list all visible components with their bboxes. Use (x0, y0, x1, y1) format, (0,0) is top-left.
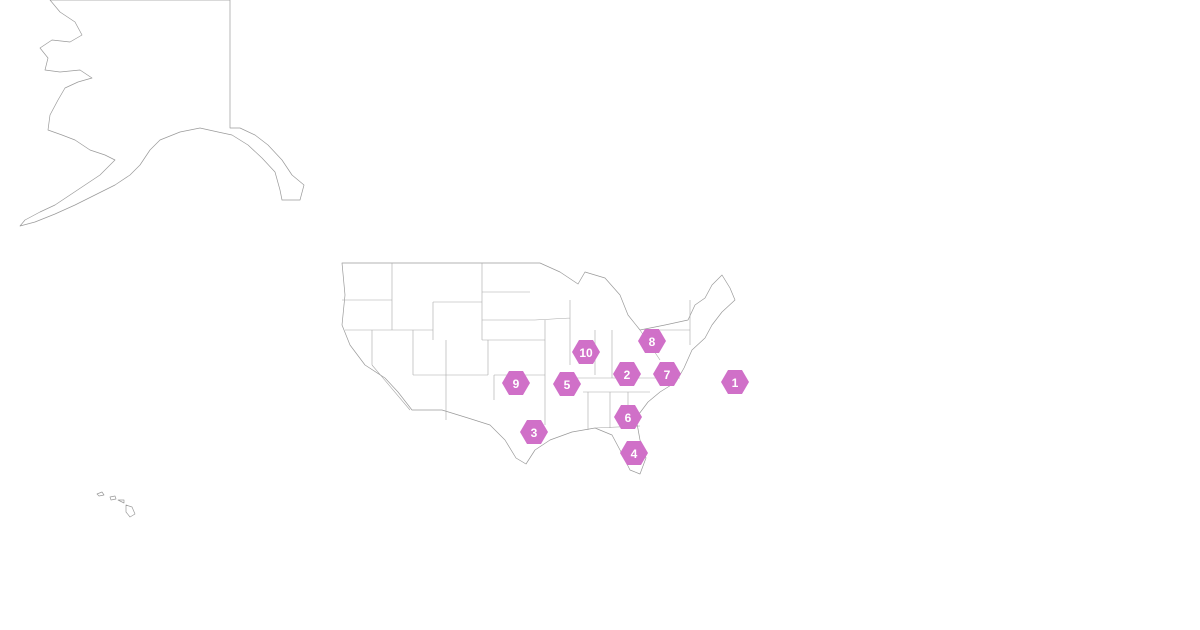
marker-label: 7 (664, 368, 671, 382)
marker-hexagon[interactable] (638, 329, 666, 353)
hawaii-outline (96, 491, 136, 518)
marker-label: 2 (624, 368, 631, 382)
marker-hexagon[interactable] (620, 441, 648, 465)
map-marker[interactable]: 9 (502, 371, 530, 395)
marker-label: 1 (732, 376, 739, 390)
markers: 1 2 3 4 5 6 7 8 9 10 (502, 329, 749, 465)
map-marker[interactable]: 6 (614, 405, 642, 429)
map-marker[interactable]: 7 (653, 362, 681, 386)
marker-label: 9 (513, 377, 520, 391)
map-marker[interactable]: 2 (613, 362, 641, 386)
marker-label: 6 (625, 411, 632, 425)
marker-label: 5 (564, 378, 571, 392)
marker-hexagon[interactable] (502, 371, 530, 395)
alaska (19, 0, 305, 227)
marker-hexagon[interactable] (721, 370, 749, 394)
marker-label: 3 (531, 426, 538, 440)
map-marker[interactable]: 10 (572, 340, 600, 364)
hawaii (96, 491, 136, 518)
marker-label: 4 (631, 447, 638, 461)
marker-hexagon[interactable] (520, 420, 548, 444)
map-marker[interactable]: 1 (721, 370, 749, 394)
marker-label: 8 (649, 335, 656, 349)
marker-label: 10 (579, 346, 593, 360)
marker-hexagon[interactable] (613, 362, 641, 386)
marker-hexagon[interactable] (614, 405, 642, 429)
contiguous-us-outline (341, 262, 736, 475)
marker-hexagon[interactable] (572, 340, 600, 364)
map-marker[interactable]: 5 (553, 372, 581, 396)
alaska-outline (19, 0, 305, 227)
marker-hexagon[interactable] (553, 372, 581, 396)
map-marker[interactable]: 8 (638, 329, 666, 353)
map-marker[interactable]: 3 (520, 420, 548, 444)
map-marker[interactable]: 4 (620, 441, 648, 465)
marker-hexagon[interactable] (653, 362, 681, 386)
